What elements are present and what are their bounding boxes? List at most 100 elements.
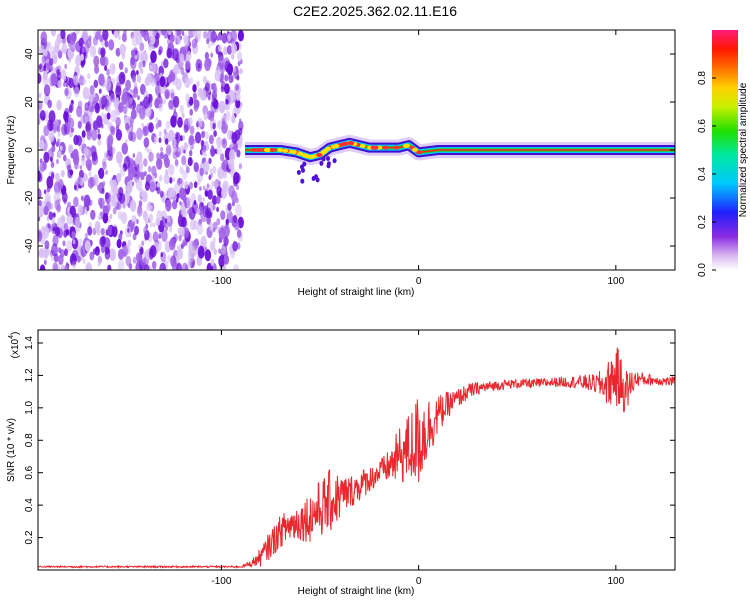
spectrogram-x-label: Height of straight line (km) — [298, 287, 415, 298]
noise-blob — [233, 264, 240, 270]
noise-blob — [196, 207, 201, 215]
x-tick-label: 0 — [416, 276, 422, 287]
stray-blob — [296, 170, 301, 175]
noise-blob — [137, 50, 143, 61]
noise-blob — [39, 139, 45, 150]
noise-blob — [117, 34, 121, 41]
noise-blob — [60, 170, 65, 178]
noise-blob — [179, 201, 182, 206]
noise-blob — [141, 123, 144, 128]
noise-blob — [133, 30, 138, 35]
noise-blob — [128, 231, 132, 238]
noise-blob — [187, 209, 190, 215]
noise-blob — [196, 80, 200, 87]
signal-dot — [282, 148, 289, 153]
noise-blob — [100, 47, 106, 58]
svg-text:(x104): (x104) — [8, 332, 21, 359]
noise-blob — [50, 30, 57, 37]
noise-blob — [218, 180, 221, 187]
noise-blob — [108, 146, 114, 156]
spectrogram-panel: -100 0 100 -40 -20 0 20 40 Height of straight l… — [6, 29, 676, 298]
noise-blob — [84, 232, 89, 239]
noise-blob — [73, 75, 79, 86]
noise-blob — [148, 151, 154, 162]
noise-blob — [64, 88, 69, 97]
noise-blob — [150, 50, 157, 63]
noise-blob — [143, 210, 148, 218]
noise-blob — [95, 31, 100, 40]
noise-blob — [54, 226, 61, 237]
noise-blob — [168, 99, 174, 110]
noise-blob — [188, 245, 196, 259]
noise-blob — [105, 152, 109, 158]
noise-blob — [153, 222, 156, 228]
noise-blob — [179, 145, 184, 153]
noise-blob — [63, 222, 68, 231]
noise-blob — [144, 264, 150, 270]
signal-dot — [325, 146, 332, 151]
noise-blob — [220, 153, 225, 162]
noise-blob — [132, 221, 136, 227]
noise-blob — [236, 229, 242, 238]
noise-blob — [56, 158, 59, 165]
noise-blob — [168, 225, 173, 233]
signal-dot — [304, 154, 311, 159]
noise-blob — [121, 32, 127, 43]
signal-dot — [348, 141, 355, 146]
noise-blob — [218, 255, 225, 268]
noise-blob — [115, 85, 122, 98]
noise-blob — [148, 42, 153, 51]
noise-blob — [153, 136, 157, 142]
noise-blob — [184, 181, 189, 190]
noise-blob — [58, 247, 62, 254]
noise-blob — [205, 207, 212, 219]
noise-blob — [193, 181, 198, 189]
noise-blob — [170, 92, 175, 100]
noise-blob — [189, 125, 195, 135]
noise-blob — [118, 61, 124, 70]
noise-blob — [106, 112, 111, 120]
noise-blob — [88, 35, 92, 42]
noise-blob — [38, 92, 42, 99]
noise-blob — [159, 76, 166, 88]
noise-blob — [159, 151, 164, 160]
noise-blob — [66, 213, 73, 225]
noise-blob — [155, 217, 161, 227]
noise-blob — [125, 138, 128, 144]
noise-blob — [199, 167, 204, 176]
noise-blob — [88, 94, 94, 103]
noise-blob — [122, 105, 128, 115]
noise-blob — [206, 30, 213, 42]
noise-blob — [93, 55, 100, 67]
noise-blob — [164, 88, 171, 100]
noise-blob — [125, 122, 130, 131]
noise-blob — [196, 66, 199, 72]
noise-blob — [65, 229, 70, 236]
noise-blob — [145, 105, 152, 118]
noise-blob — [38, 205, 44, 218]
noise-blob — [128, 169, 134, 181]
noise-blob — [180, 207, 187, 218]
noise-blob — [147, 165, 152, 173]
noise-blob — [97, 261, 101, 267]
noise-blob — [164, 138, 169, 145]
noise-blob — [177, 147, 181, 153]
noise-blob — [82, 112, 90, 125]
noise-blob — [110, 93, 115, 103]
noise-blob — [65, 82, 69, 88]
snr-x-label: Height of straight line (km) — [298, 586, 415, 597]
noise-blob — [122, 245, 129, 257]
noise-blob — [204, 190, 209, 197]
noise-blob — [237, 51, 243, 62]
noise-blob — [212, 204, 216, 211]
noise-blob — [209, 168, 213, 174]
noise-blob — [151, 63, 156, 73]
signal-dot — [393, 145, 400, 150]
signal-dot — [370, 145, 377, 150]
stray-blob — [311, 176, 316, 181]
noise-blob — [85, 121, 92, 132]
noise-blob — [83, 43, 90, 54]
noise-blob — [121, 142, 128, 155]
noise-blob — [218, 45, 222, 52]
noise-blob — [68, 144, 74, 154]
